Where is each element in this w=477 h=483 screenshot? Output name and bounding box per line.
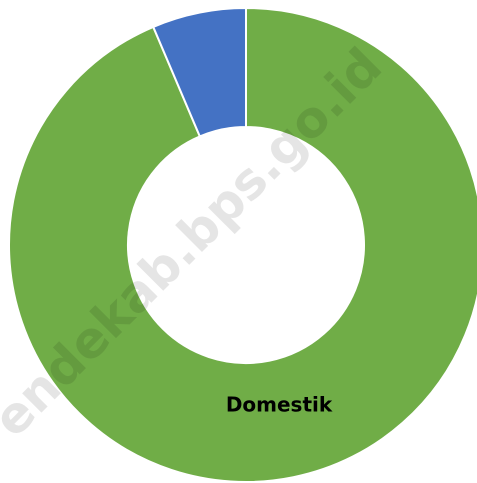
labels: Domestik: [226, 393, 333, 417]
slices: [8, 6, 477, 483]
slice: [151, 6, 247, 138]
slice-label: Domestik: [226, 393, 333, 417]
slice: [8, 6, 477, 483]
